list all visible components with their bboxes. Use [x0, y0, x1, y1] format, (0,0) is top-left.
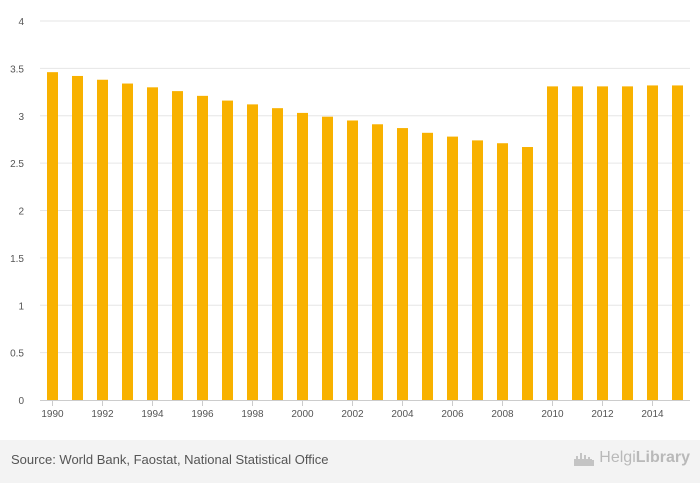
- bar-1999[interactable]: [272, 108, 283, 401]
- bar-1993[interactable]: [122, 83, 133, 400]
- x-axis-labels: 1990 1992 1994 1996 1998 2000 2002 2004 2006 2008…: [41, 400, 664, 420]
- y-grid: [40, 20, 690, 354]
- bar-2000[interactable]: [297, 112, 308, 400]
- bar-1996[interactable]: [197, 95, 208, 400]
- bar-1992[interactable]: [97, 79, 108, 401]
- x-tick-label: 2014: [641, 409, 664, 420]
- bar-2012[interactable]: [597, 86, 608, 400]
- y-tick-label: 0: [18, 396, 24, 407]
- x-tick-label: 2002: [341, 409, 364, 420]
- bar-2003[interactable]: [372, 124, 383, 400]
- bar-2002[interactable]: [347, 120, 358, 401]
- y-tick-label: 2.5: [10, 159, 24, 170]
- bar-2011[interactable]: [572, 86, 583, 400]
- x-tick-label: 1990: [41, 409, 64, 420]
- bar-2013[interactable]: [622, 86, 633, 400]
- bar-2006[interactable]: [447, 136, 458, 400]
- y-tick-label: 4: [18, 17, 24, 28]
- y-tick-label: 0.5: [10, 349, 24, 360]
- footer: Source: World Bank, Faostat, National St…: [0, 440, 700, 483]
- y-tick-label: 1: [18, 301, 24, 312]
- y-tick-label: 2: [18, 207, 24, 218]
- bar-2001[interactable]: [322, 116, 333, 400]
- x-tick-label: 2008: [491, 409, 514, 420]
- y-tick-label: 3: [18, 112, 24, 123]
- logo-wordmark: HelgiLibrary: [599, 449, 690, 466]
- bar-1994[interactable]: [147, 87, 158, 400]
- x-tick-label: 2010: [541, 409, 564, 420]
- y-tick-label: 1.5: [10, 254, 24, 265]
- x-tick-label: 1994: [141, 409, 164, 420]
- bar-2005[interactable]: [422, 132, 433, 400]
- bar-2008[interactable]: [497, 143, 508, 401]
- x-tick-label: 1998: [241, 409, 264, 420]
- x-tick-label: 2004: [391, 409, 414, 420]
- helgi-library-logo[interactable]: HelgiLibrary: [573, 449, 690, 467]
- bar-1998[interactable]: [247, 104, 258, 400]
- bar-2009[interactable]: [522, 147, 533, 400]
- x-tick-label: 2006: [441, 409, 464, 420]
- bar-1995[interactable]: [172, 91, 183, 401]
- bar-series: [47, 72, 683, 401]
- x-tick-label: 2000: [291, 409, 314, 420]
- source-text: Source: World Bank, Faostat, National St…: [11, 452, 329, 467]
- bar-chart: 0 0.5 1 1.5 2 2.5 3 3.5 4 1990 1992 1994 1996 1998 20…: [10, 17, 690, 420]
- bar-2015[interactable]: [672, 85, 683, 401]
- x-tick-label: 1992: [91, 409, 114, 420]
- bar-1990[interactable]: [47, 72, 58, 400]
- bar-2004[interactable]: [397, 128, 408, 400]
- x-tick-label: 1996: [191, 409, 214, 420]
- bar-1991[interactable]: [72, 75, 83, 400]
- x-tick-label: 2012: [591, 409, 614, 420]
- bar-1997[interactable]: [222, 100, 233, 400]
- bar-2014[interactable]: [647, 85, 658, 401]
- city-skyline-icon: [574, 453, 595, 466]
- y-tick-label: 3.5: [10, 64, 24, 75]
- y-axis-labels: 0 0.5 1 1.5 2 2.5 3 3.5 4: [10, 17, 24, 407]
- bar-2010[interactable]: [547, 86, 558, 400]
- bar-2007[interactable]: [472, 140, 483, 400]
